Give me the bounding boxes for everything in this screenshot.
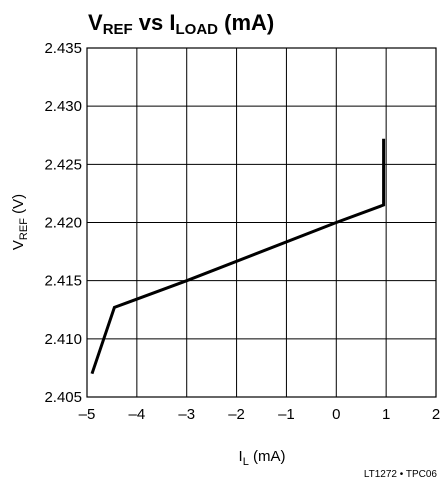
x-axis-label: IL (mA) xyxy=(239,448,286,468)
y-tick-label: 2.410 xyxy=(44,331,82,348)
y-tick-label: 2.405 xyxy=(44,389,82,406)
y-axis-label: VREF (V) xyxy=(10,194,30,250)
plot-frame xyxy=(86,47,437,398)
x-tick-label: –3 xyxy=(178,406,195,423)
y-tick-label: 2.435 xyxy=(44,40,82,57)
vref-series-line xyxy=(90,138,386,375)
x-tick-label: 0 xyxy=(332,406,340,423)
y-tick-label: 2.425 xyxy=(44,156,82,173)
y-tick-labels: 2.405 2.410 2.415 2.420 2.425 2.430 2.435 xyxy=(44,40,82,406)
x-tick-label: 1 xyxy=(382,406,390,423)
y-tick-label: 2.420 xyxy=(44,215,82,232)
y-tick-label: 2.430 xyxy=(44,98,82,115)
gridlines xyxy=(87,48,436,397)
x-tick-labels: –5 –4 –3 –2 –1 0 1 2 xyxy=(79,406,441,423)
x-tick-label: –5 xyxy=(79,406,96,423)
x-tick-label: 2 xyxy=(432,406,440,423)
y-tick-label: 2.415 xyxy=(44,273,82,290)
x-tick-label: –4 xyxy=(129,406,146,423)
figure-footnote: LT1272 • TPC06 xyxy=(364,469,438,480)
x-tick-label: –1 xyxy=(278,406,295,423)
x-tick-label: –2 xyxy=(228,406,245,423)
chart-title: VREF vs ILOAD (mA) xyxy=(88,10,274,38)
